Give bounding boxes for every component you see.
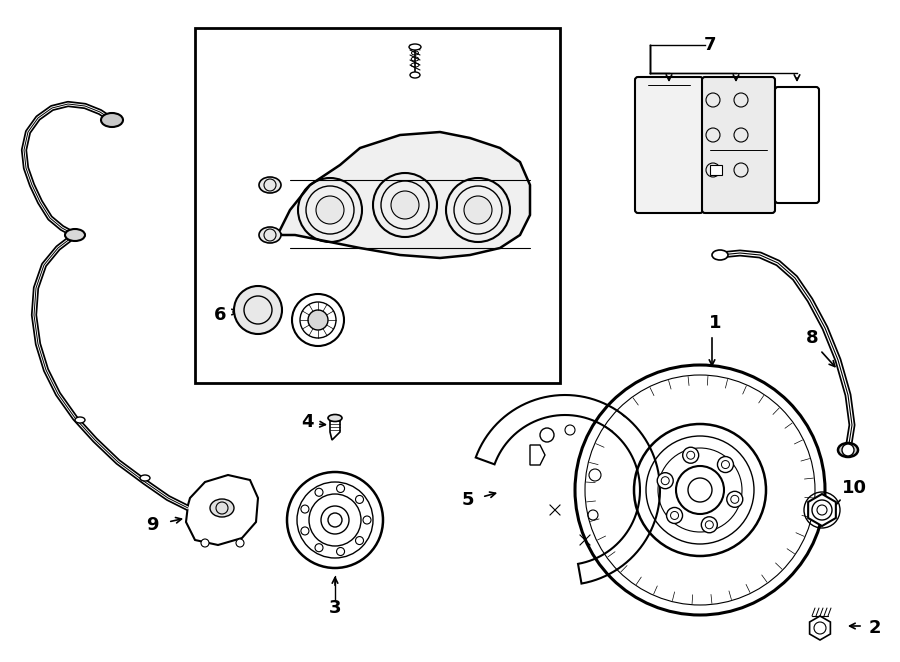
Ellipse shape [409, 44, 421, 50]
Circle shape [308, 310, 328, 330]
Text: 9: 9 [146, 516, 158, 534]
Ellipse shape [838, 443, 858, 457]
Circle shape [683, 448, 698, 463]
FancyBboxPatch shape [775, 87, 819, 203]
Polygon shape [808, 494, 836, 526]
Text: 4: 4 [301, 413, 313, 431]
Circle shape [391, 191, 419, 219]
Polygon shape [530, 445, 545, 465]
Ellipse shape [259, 227, 281, 243]
Circle shape [842, 444, 854, 456]
Bar [195, 28, 560, 383]
Text: 2: 2 [868, 619, 881, 637]
Bar [710, 165, 722, 175]
FancyBboxPatch shape [702, 77, 775, 213]
Ellipse shape [410, 72, 420, 78]
Text: 1: 1 [709, 314, 721, 332]
Polygon shape [186, 475, 258, 545]
Circle shape [667, 508, 682, 524]
Circle shape [464, 196, 492, 224]
Polygon shape [278, 132, 530, 258]
Circle shape [657, 473, 673, 489]
Polygon shape [330, 420, 340, 440]
Ellipse shape [328, 414, 342, 422]
Circle shape [236, 539, 244, 547]
Text: 7: 7 [704, 36, 716, 54]
Ellipse shape [140, 475, 150, 481]
Ellipse shape [101, 113, 123, 127]
Text: 5: 5 [462, 491, 474, 509]
Ellipse shape [210, 499, 234, 517]
Polygon shape [810, 616, 831, 640]
Circle shape [717, 457, 734, 473]
Circle shape [201, 539, 209, 547]
Text: 3: 3 [328, 599, 341, 617]
Circle shape [701, 517, 717, 533]
Ellipse shape [259, 177, 281, 193]
FancyBboxPatch shape [635, 77, 703, 213]
Ellipse shape [75, 417, 85, 423]
Circle shape [234, 286, 282, 334]
Ellipse shape [65, 229, 85, 241]
Text: 6: 6 [214, 306, 226, 324]
Circle shape [727, 491, 742, 507]
Text: 8: 8 [806, 329, 818, 347]
Circle shape [316, 196, 344, 224]
Circle shape [540, 428, 554, 442]
Polygon shape [476, 395, 660, 584]
Text: 10: 10 [842, 479, 867, 497]
Ellipse shape [712, 250, 728, 260]
